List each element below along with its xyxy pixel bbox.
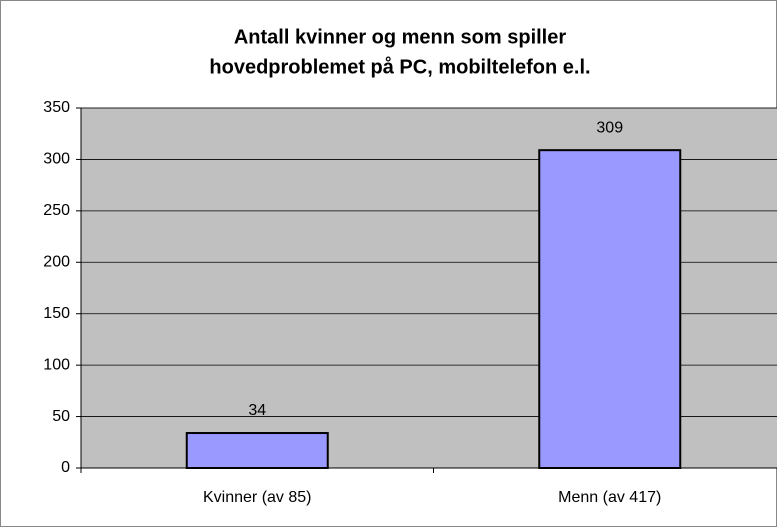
x-tick-label: Menn (av 417) [558,489,661,506]
chart-title: hovedproblemet på PC, mobiltelefon e.l. [209,55,590,78]
chart-title: Antall kvinner og menn som spiller [234,26,567,48]
data-label: 34 [248,402,266,419]
y-tick-label: 150 [43,305,70,322]
bar [538,149,682,470]
y-tick-label: 300 [43,151,70,168]
data-label: 309 [596,119,623,136]
y-tick-label: 100 [43,356,70,373]
y-tick-label: 200 [43,254,70,271]
x-tick-label: Kvinner (av 85) [203,489,312,506]
y-tick-label: 250 [43,202,70,219]
y-tick-label: 350 [43,99,70,116]
bar [185,432,329,469]
y-tick-label: 50 [52,408,70,425]
y-tick-label: 0 [61,459,70,476]
